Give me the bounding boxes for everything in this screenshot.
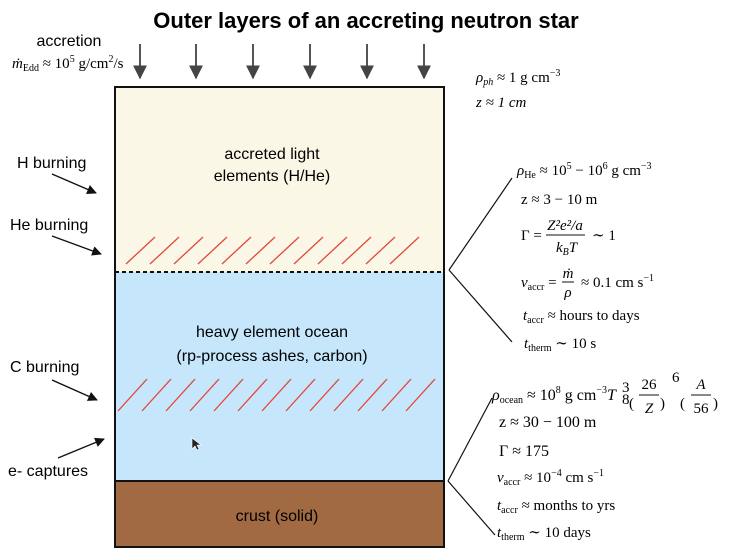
- ocean-accretion-velocity: vaccr ≈ 10−4 cm s−1: [497, 468, 604, 488]
- svg-text:vaccr =: vaccr =: [521, 275, 557, 293]
- light-layer-label-1: accreted light: [224, 146, 320, 163]
- he-bracket-lower: [448, 269, 513, 343]
- c-burning-hatch: [117, 378, 436, 412]
- svg-text:56: 56: [694, 401, 710, 417]
- accretion-label: accretion: [37, 33, 102, 50]
- svg-text:≈ 0.1 cm s−1: ≈ 0.1 cm s−1: [581, 273, 654, 291]
- e-captures-arrow: [57, 437, 105, 459]
- ocean-thermal-time: ttherm ∼ 10 days: [497, 525, 591, 543]
- h-burning-arrow: [51, 173, 97, 195]
- h-burning-label: H burning: [17, 155, 86, 172]
- svg-text:kBT: kBT: [556, 240, 579, 258]
- photosphere-depth: z ≈ 1 cm: [475, 95, 526, 111]
- ocean-depth: z ≈ 30 − 100 m: [499, 414, 597, 431]
- he-accretion-velocity: vaccr = ṁ ρ ≈ 0.1 cm s−1: [521, 266, 654, 301]
- diagram-title: Outer layers of an accreting neutron sta…: [153, 8, 579, 33]
- svg-text:∼ 1: ∼ 1: [592, 228, 616, 244]
- accretion-rate: ṁEdd ≈ 105 g/cm2/s: [12, 54, 124, 74]
- column-outline: [114, 86, 445, 548]
- ocean-bracket-lower: [447, 480, 496, 536]
- crust-layer: [115, 481, 444, 547]
- e-captures-label: e- captures: [8, 463, 88, 480]
- he-burning-hatch: [125, 236, 420, 265]
- he-accretion-time: taccr ≈ hours to days: [523, 308, 640, 326]
- ocean-accretion-time: taccr ≈ months to yrs: [497, 498, 615, 516]
- he-bracket-upper: [448, 177, 513, 271]
- svg-text:8: 8: [622, 392, 630, 408]
- photosphere-density: ρph ≈ 1 g cm−3: [475, 68, 560, 88]
- he-gamma-equation: Γ = Z²e²/a kBT ∼ 1: [521, 218, 616, 258]
- he-depth: z ≈ 3 − 10 m: [521, 192, 598, 208]
- svg-text:ρocean ≈ 108 g cm−3T: ρocean ≈ 108 g cm−3T: [491, 385, 617, 406]
- svg-text:(: (: [629, 396, 634, 412]
- he-burning-label: He burning: [10, 217, 88, 234]
- svg-text:): ): [713, 396, 718, 412]
- accretion-arrows: [133, 44, 431, 80]
- svg-text:ρ: ρ: [563, 285, 571, 301]
- ocean-bracket-upper: [447, 397, 493, 482]
- svg-text:A: A: [695, 377, 706, 393]
- svg-text:Z²e²/a: Z²e²/a: [547, 218, 583, 234]
- ocean-gamma: Γ ≈ 175: [499, 443, 549, 460]
- ocean-layer: [115, 272, 444, 481]
- svg-text:Z: Z: [645, 401, 654, 417]
- c-burning-arrow: [51, 379, 98, 401]
- he-thermal-time: ttherm ∼ 10 s: [524, 336, 596, 354]
- crust-layer-label: crust (solid): [236, 508, 319, 525]
- accreted-light-layer: [115, 87, 444, 272]
- mouse-cursor-icon: [191, 437, 202, 451]
- he-burning-arrow: [51, 235, 102, 256]
- svg-text:Γ =: Γ =: [521, 228, 542, 244]
- he-density: ρHe ≈ 105 − 106 g cm−3: [516, 161, 652, 181]
- svg-text:): ): [660, 396, 665, 412]
- svg-text:6: 6: [672, 370, 680, 386]
- ocean-density-equation: ρocean ≈ 108 g cm−3T 8 3 ( 26 Z ) 6 ( A …: [491, 370, 718, 417]
- ocean-layer-label-2: (rp-process ashes, carbon): [176, 348, 367, 365]
- svg-text:26: 26: [642, 377, 658, 393]
- svg-text:3: 3: [622, 380, 630, 396]
- ocean-layer-label-1: heavy element ocean: [196, 324, 348, 341]
- light-layer-label-2: elements (H/He): [214, 168, 330, 185]
- svg-text:ṁ: ṁ: [563, 266, 574, 282]
- svg-text:(: (: [680, 396, 685, 412]
- c-burning-label: C burning: [10, 359, 79, 376]
